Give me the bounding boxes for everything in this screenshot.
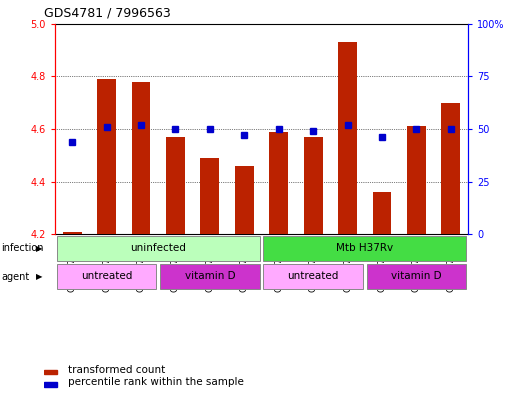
Bar [44,382,57,387]
FancyBboxPatch shape [263,264,363,289]
FancyBboxPatch shape [263,236,467,261]
Text: percentile rank within the sample: percentile rank within the sample [68,377,244,387]
Text: agent: agent [2,272,30,282]
Bar [63,231,82,234]
FancyBboxPatch shape [56,264,156,289]
Text: vitamin D: vitamin D [185,271,235,281]
Text: untreated: untreated [288,271,339,281]
Bar [407,126,426,234]
Bar [97,79,116,234]
Text: transformed count: transformed count [68,365,165,375]
Bar [372,192,392,234]
Bar [269,132,288,234]
Bar [235,166,254,234]
Text: vitamin D: vitamin D [391,271,442,281]
Bar [200,158,219,234]
FancyBboxPatch shape [56,236,260,261]
Text: GDS4781 / 7996563: GDS4781 / 7996563 [44,7,171,20]
Text: uninfected: uninfected [130,243,186,253]
FancyBboxPatch shape [160,264,260,289]
Bar [166,137,185,234]
Text: ▶: ▶ [36,272,42,281]
FancyBboxPatch shape [367,264,467,289]
Bar [131,81,151,234]
Bar [304,137,323,234]
Bar [44,370,57,374]
Bar [441,103,460,234]
Text: infection: infection [2,243,44,253]
Text: ▶: ▶ [36,244,42,253]
Text: untreated: untreated [81,271,132,281]
Bar [338,42,357,234]
Text: Mtb H37Rv: Mtb H37Rv [336,243,393,253]
